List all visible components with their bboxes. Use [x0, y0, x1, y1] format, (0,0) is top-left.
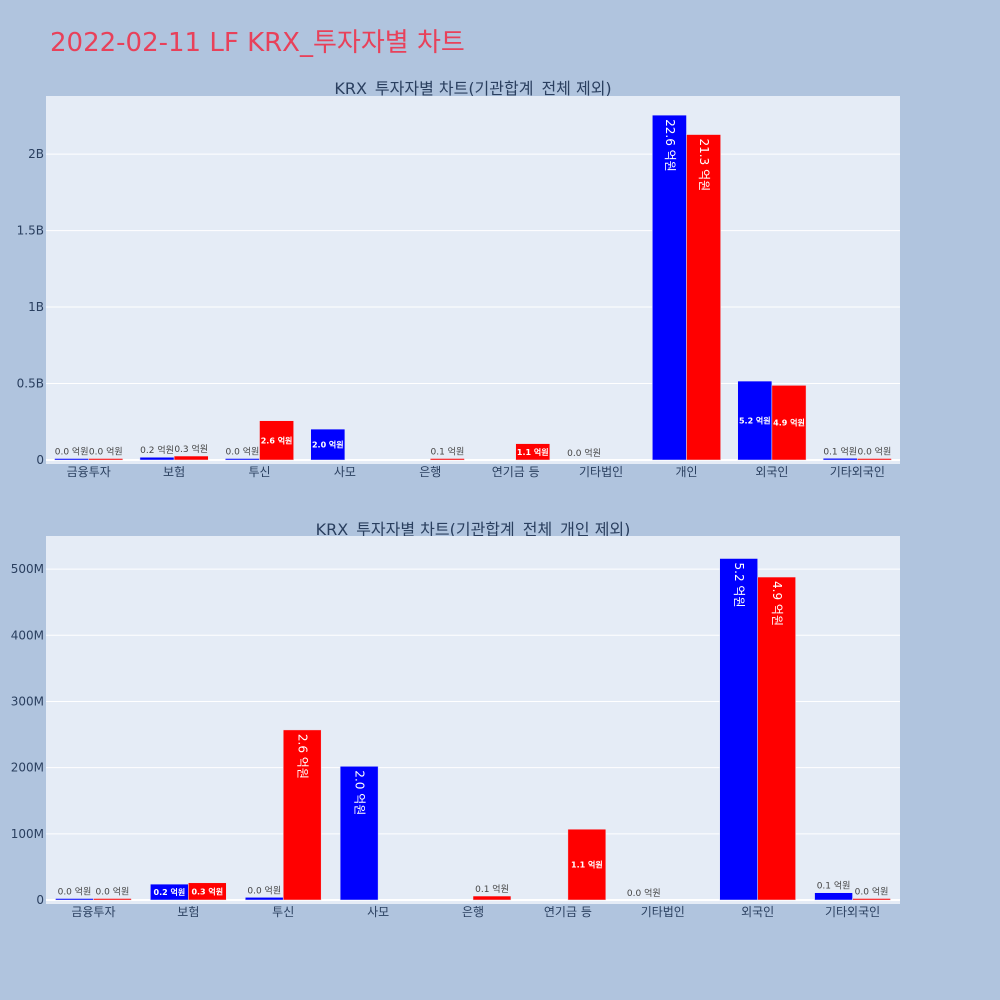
data-label: 0.0 억원 [96, 886, 130, 898]
x-tick-label: 연기금 등 [492, 465, 540, 479]
data-label: 0.0 억원 [58, 886, 92, 898]
data-label: 0.1 억원 [475, 883, 509, 895]
sell-bar [93, 898, 132, 901]
data-label: 2.6 억원 [261, 435, 293, 445]
data-label: 5.2 억원 [732, 563, 746, 608]
data-label: 0.2 억원 [154, 887, 186, 897]
buy-bar [55, 898, 94, 901]
data-label: 2.0 억원 [353, 770, 367, 815]
x-tick-label: 사모 [334, 465, 356, 479]
data-label: 0.0 억원 [247, 884, 281, 896]
data-label: 1.1 억원 [517, 447, 549, 457]
buy-bar [54, 458, 89, 461]
buy-bar [652, 114, 687, 461]
data-label: 0.0 억원 [226, 446, 260, 458]
data-label: 0.0 억원 [89, 446, 123, 458]
buy-bar [139, 456, 175, 461]
x-tick-label: 외국인 [755, 465, 788, 479]
data-label: 0.1 억원 [817, 880, 851, 892]
y-tick-label: 300M [11, 694, 44, 708]
investor-chart-excl-individual: KRX_투자자별 차트(기관합계_전체_개인 제외) 0.0 억원 0.0 억원 0… [11, 520, 900, 919]
x-tick-label: 외국인 [741, 905, 774, 919]
data-label: 0.0 억원 [627, 887, 661, 899]
sell-bar [757, 576, 796, 901]
x-tick-label: 은행 [462, 904, 484, 919]
buy-bar [814, 892, 853, 901]
data-label: 1.1 억원 [571, 860, 603, 870]
page-title: 2022-02-11 LF KRX_투자자별 차트 [50, 28, 465, 58]
x-tick-label: 투신 [248, 465, 270, 479]
y-tick-label: 1.5B [17, 224, 44, 238]
x-tick-label: 개인 [675, 465, 697, 479]
buy-bar [339, 766, 379, 901]
investor-chart-all: KRX_투자자별 차트(기관합계_전체 제외) 0.0 억원 0.0 억원 0.2 … [17, 79, 900, 479]
x-tick-label: 금융투자 [71, 905, 115, 919]
x-tick-label: 금융투자 [67, 465, 111, 479]
sell-bar [771, 385, 807, 461]
data-label: 21.3 억원 [697, 139, 711, 192]
x-tick-label: 투신 [272, 905, 294, 919]
y-tick-label: 100M [11, 827, 44, 841]
sell-bar [259, 420, 294, 461]
x-tick-label: 기타법인 [641, 905, 685, 919]
x-tick-label: 기타외국인 [825, 905, 880, 919]
data-label: 0.0 억원 [855, 886, 889, 898]
data-label: 0.1 억원 [431, 446, 465, 458]
y-tick-label: 1B [28, 300, 44, 314]
x-tick-label: 사모 [367, 905, 389, 919]
sell-bar [852, 898, 891, 901]
y-tick-label: 200M [11, 761, 44, 775]
x-tick-label: 기타외국인 [830, 465, 885, 479]
x-tick-label: 보험 [177, 905, 199, 919]
x-tick-label: 연기금 등 [544, 905, 592, 919]
sell-bar [88, 458, 124, 461]
data-label: 22.6 억원 [663, 119, 677, 172]
data-label: 0.2 억원 [140, 444, 174, 456]
data-label: 0.0 억원 [858, 446, 892, 458]
sell-bar [567, 828, 607, 901]
sell-bar [686, 134, 721, 461]
x-tick-label: 기타법인 [579, 465, 623, 479]
data-label: 0.0 억원 [55, 446, 89, 458]
sell-bar [472, 895, 512, 901]
y-tick-label: 2B [28, 147, 44, 161]
chart-title: KRX_투자자별 차트(기관합계_전체 제외) [334, 79, 611, 99]
data-label: 4.9 억원 [770, 581, 784, 626]
y-tick-label: 0 [36, 893, 44, 907]
data-label: 0.3 억원 [191, 886, 223, 896]
x-tick-label: 보험 [163, 465, 185, 479]
data-label: 0.0 억원 [567, 447, 601, 459]
x-tick-label: 은행 [419, 464, 441, 479]
buy-bar [719, 558, 758, 901]
buy-bar [310, 428, 346, 461]
data-label: 0.3 억원 [174, 443, 208, 455]
y-tick-label: 400M [11, 628, 44, 642]
data-label: 0.1 억원 [823, 445, 857, 457]
data-label: 4.9 억원 [773, 418, 805, 428]
buy-bar [822, 458, 858, 461]
sell-bar [282, 729, 322, 901]
data-label: 5.2 억원 [739, 416, 771, 426]
y-tick-label: 0.5B [17, 377, 44, 391]
sell-bar [430, 458, 465, 461]
data-label: 2.6 억원 [296, 734, 310, 779]
sell-bar [173, 455, 209, 461]
sell-bar [188, 882, 227, 901]
sell-bar [857, 458, 892, 461]
chart-title: KRX_투자자별 차트(기관합계_전체_개인 제외) [316, 520, 631, 540]
data-label: 2.0 억원 [312, 440, 344, 450]
buy-bar [225, 458, 260, 461]
sell-bar [515, 443, 551, 461]
buy-bar [245, 897, 284, 901]
y-tick-label: 0 [36, 453, 44, 467]
y-tick-label: 500M [11, 562, 44, 576]
